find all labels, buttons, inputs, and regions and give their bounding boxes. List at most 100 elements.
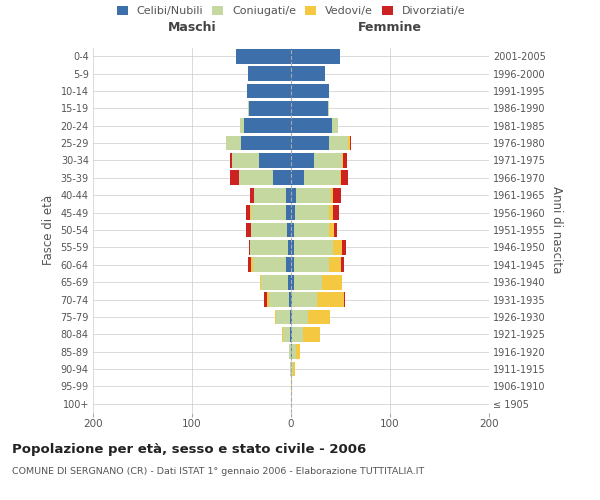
Bar bbox=[247, 205, 250, 220]
Bar bbox=[254, 188, 286, 202]
Bar bbox=[291, 292, 292, 307]
Bar bbox=[251, 258, 253, 272]
Bar bbox=[276, 310, 290, 324]
Bar bbox=[289, 344, 291, 359]
Bar bbox=[317, 292, 344, 307]
Text: Maschi: Maschi bbox=[167, 20, 217, 34]
Bar bbox=[253, 258, 286, 272]
Bar bbox=[294, 258, 329, 272]
Bar bbox=[239, 118, 244, 133]
Bar bbox=[329, 258, 341, 272]
Bar bbox=[247, 222, 251, 238]
Bar bbox=[239, 170, 273, 185]
Bar bbox=[260, 275, 262, 289]
Bar bbox=[291, 222, 294, 238]
Bar bbox=[291, 275, 294, 289]
Bar bbox=[290, 310, 291, 324]
Bar bbox=[290, 327, 291, 342]
Bar bbox=[286, 205, 291, 220]
Bar bbox=[329, 136, 349, 150]
Bar bbox=[350, 136, 352, 150]
Bar bbox=[292, 292, 317, 307]
Bar bbox=[341, 170, 349, 185]
Bar bbox=[292, 327, 303, 342]
Bar bbox=[288, 275, 291, 289]
Bar bbox=[332, 188, 341, 202]
Bar bbox=[294, 275, 322, 289]
Bar bbox=[248, 258, 251, 272]
Bar bbox=[291, 66, 325, 81]
Bar bbox=[331, 188, 332, 202]
Bar bbox=[341, 258, 344, 272]
Bar bbox=[303, 327, 320, 342]
Bar bbox=[329, 205, 332, 220]
Bar bbox=[291, 118, 332, 133]
Bar bbox=[291, 362, 293, 376]
Bar bbox=[291, 49, 340, 64]
Bar bbox=[264, 292, 267, 307]
Bar bbox=[251, 222, 287, 238]
Bar bbox=[250, 101, 291, 116]
Bar bbox=[226, 136, 241, 150]
Bar bbox=[289, 292, 291, 307]
Bar bbox=[340, 170, 341, 185]
Bar bbox=[286, 258, 291, 272]
Bar bbox=[267, 292, 269, 307]
Bar bbox=[230, 170, 239, 185]
Text: COMUNE DI SERGNANO (CR) - Dati ISTAT 1° gennaio 2006 - Elaborazione TUTTITALIA.I: COMUNE DI SERGNANO (CR) - Dati ISTAT 1° … bbox=[12, 468, 424, 476]
Bar bbox=[262, 275, 288, 289]
Bar bbox=[294, 222, 329, 238]
Bar bbox=[283, 327, 290, 342]
Bar bbox=[250, 240, 288, 255]
Bar bbox=[344, 292, 346, 307]
Bar bbox=[291, 170, 304, 185]
Bar bbox=[343, 153, 347, 168]
Bar bbox=[232, 153, 259, 168]
Bar bbox=[291, 188, 296, 202]
Bar bbox=[291, 344, 292, 359]
Bar bbox=[332, 205, 338, 220]
Bar bbox=[349, 136, 350, 150]
Bar bbox=[293, 362, 295, 376]
Bar bbox=[314, 153, 343, 168]
Bar bbox=[329, 222, 334, 238]
Bar bbox=[269, 292, 289, 307]
Bar bbox=[287, 222, 291, 238]
Bar bbox=[304, 170, 340, 185]
Bar bbox=[295, 205, 329, 220]
Bar bbox=[247, 84, 291, 98]
Bar bbox=[291, 240, 294, 255]
Bar bbox=[291, 379, 292, 394]
Text: Popolazione per età, sesso e stato civile - 2006: Popolazione per età, sesso e stato civil… bbox=[12, 442, 366, 456]
Bar bbox=[291, 136, 329, 150]
Bar bbox=[230, 153, 232, 168]
Bar bbox=[250, 205, 251, 220]
Bar bbox=[291, 205, 295, 220]
Bar bbox=[291, 327, 292, 342]
Bar bbox=[236, 49, 291, 64]
Bar bbox=[291, 153, 314, 168]
Y-axis label: Fasce di età: Fasce di età bbox=[42, 195, 55, 265]
Bar bbox=[290, 362, 291, 376]
Bar bbox=[332, 118, 338, 133]
Bar bbox=[332, 240, 343, 255]
Bar bbox=[343, 240, 346, 255]
Bar bbox=[273, 170, 291, 185]
Text: Femmine: Femmine bbox=[358, 20, 422, 34]
Bar bbox=[251, 205, 286, 220]
Bar bbox=[291, 258, 294, 272]
Bar bbox=[250, 188, 254, 202]
Bar bbox=[308, 310, 329, 324]
Y-axis label: Anni di nascita: Anni di nascita bbox=[550, 186, 563, 274]
Bar bbox=[296, 344, 300, 359]
Bar bbox=[292, 310, 308, 324]
Bar bbox=[241, 136, 291, 150]
Bar bbox=[334, 222, 337, 238]
Bar bbox=[244, 118, 291, 133]
Bar bbox=[282, 327, 283, 342]
Bar bbox=[291, 101, 328, 116]
Bar bbox=[275, 310, 276, 324]
Bar bbox=[248, 66, 291, 81]
Bar bbox=[288, 240, 291, 255]
Legend: Celibi/Nubili, Coniugati/e, Vedovi/e, Divorziati/e: Celibi/Nubili, Coniugati/e, Vedovi/e, Di… bbox=[116, 6, 466, 16]
